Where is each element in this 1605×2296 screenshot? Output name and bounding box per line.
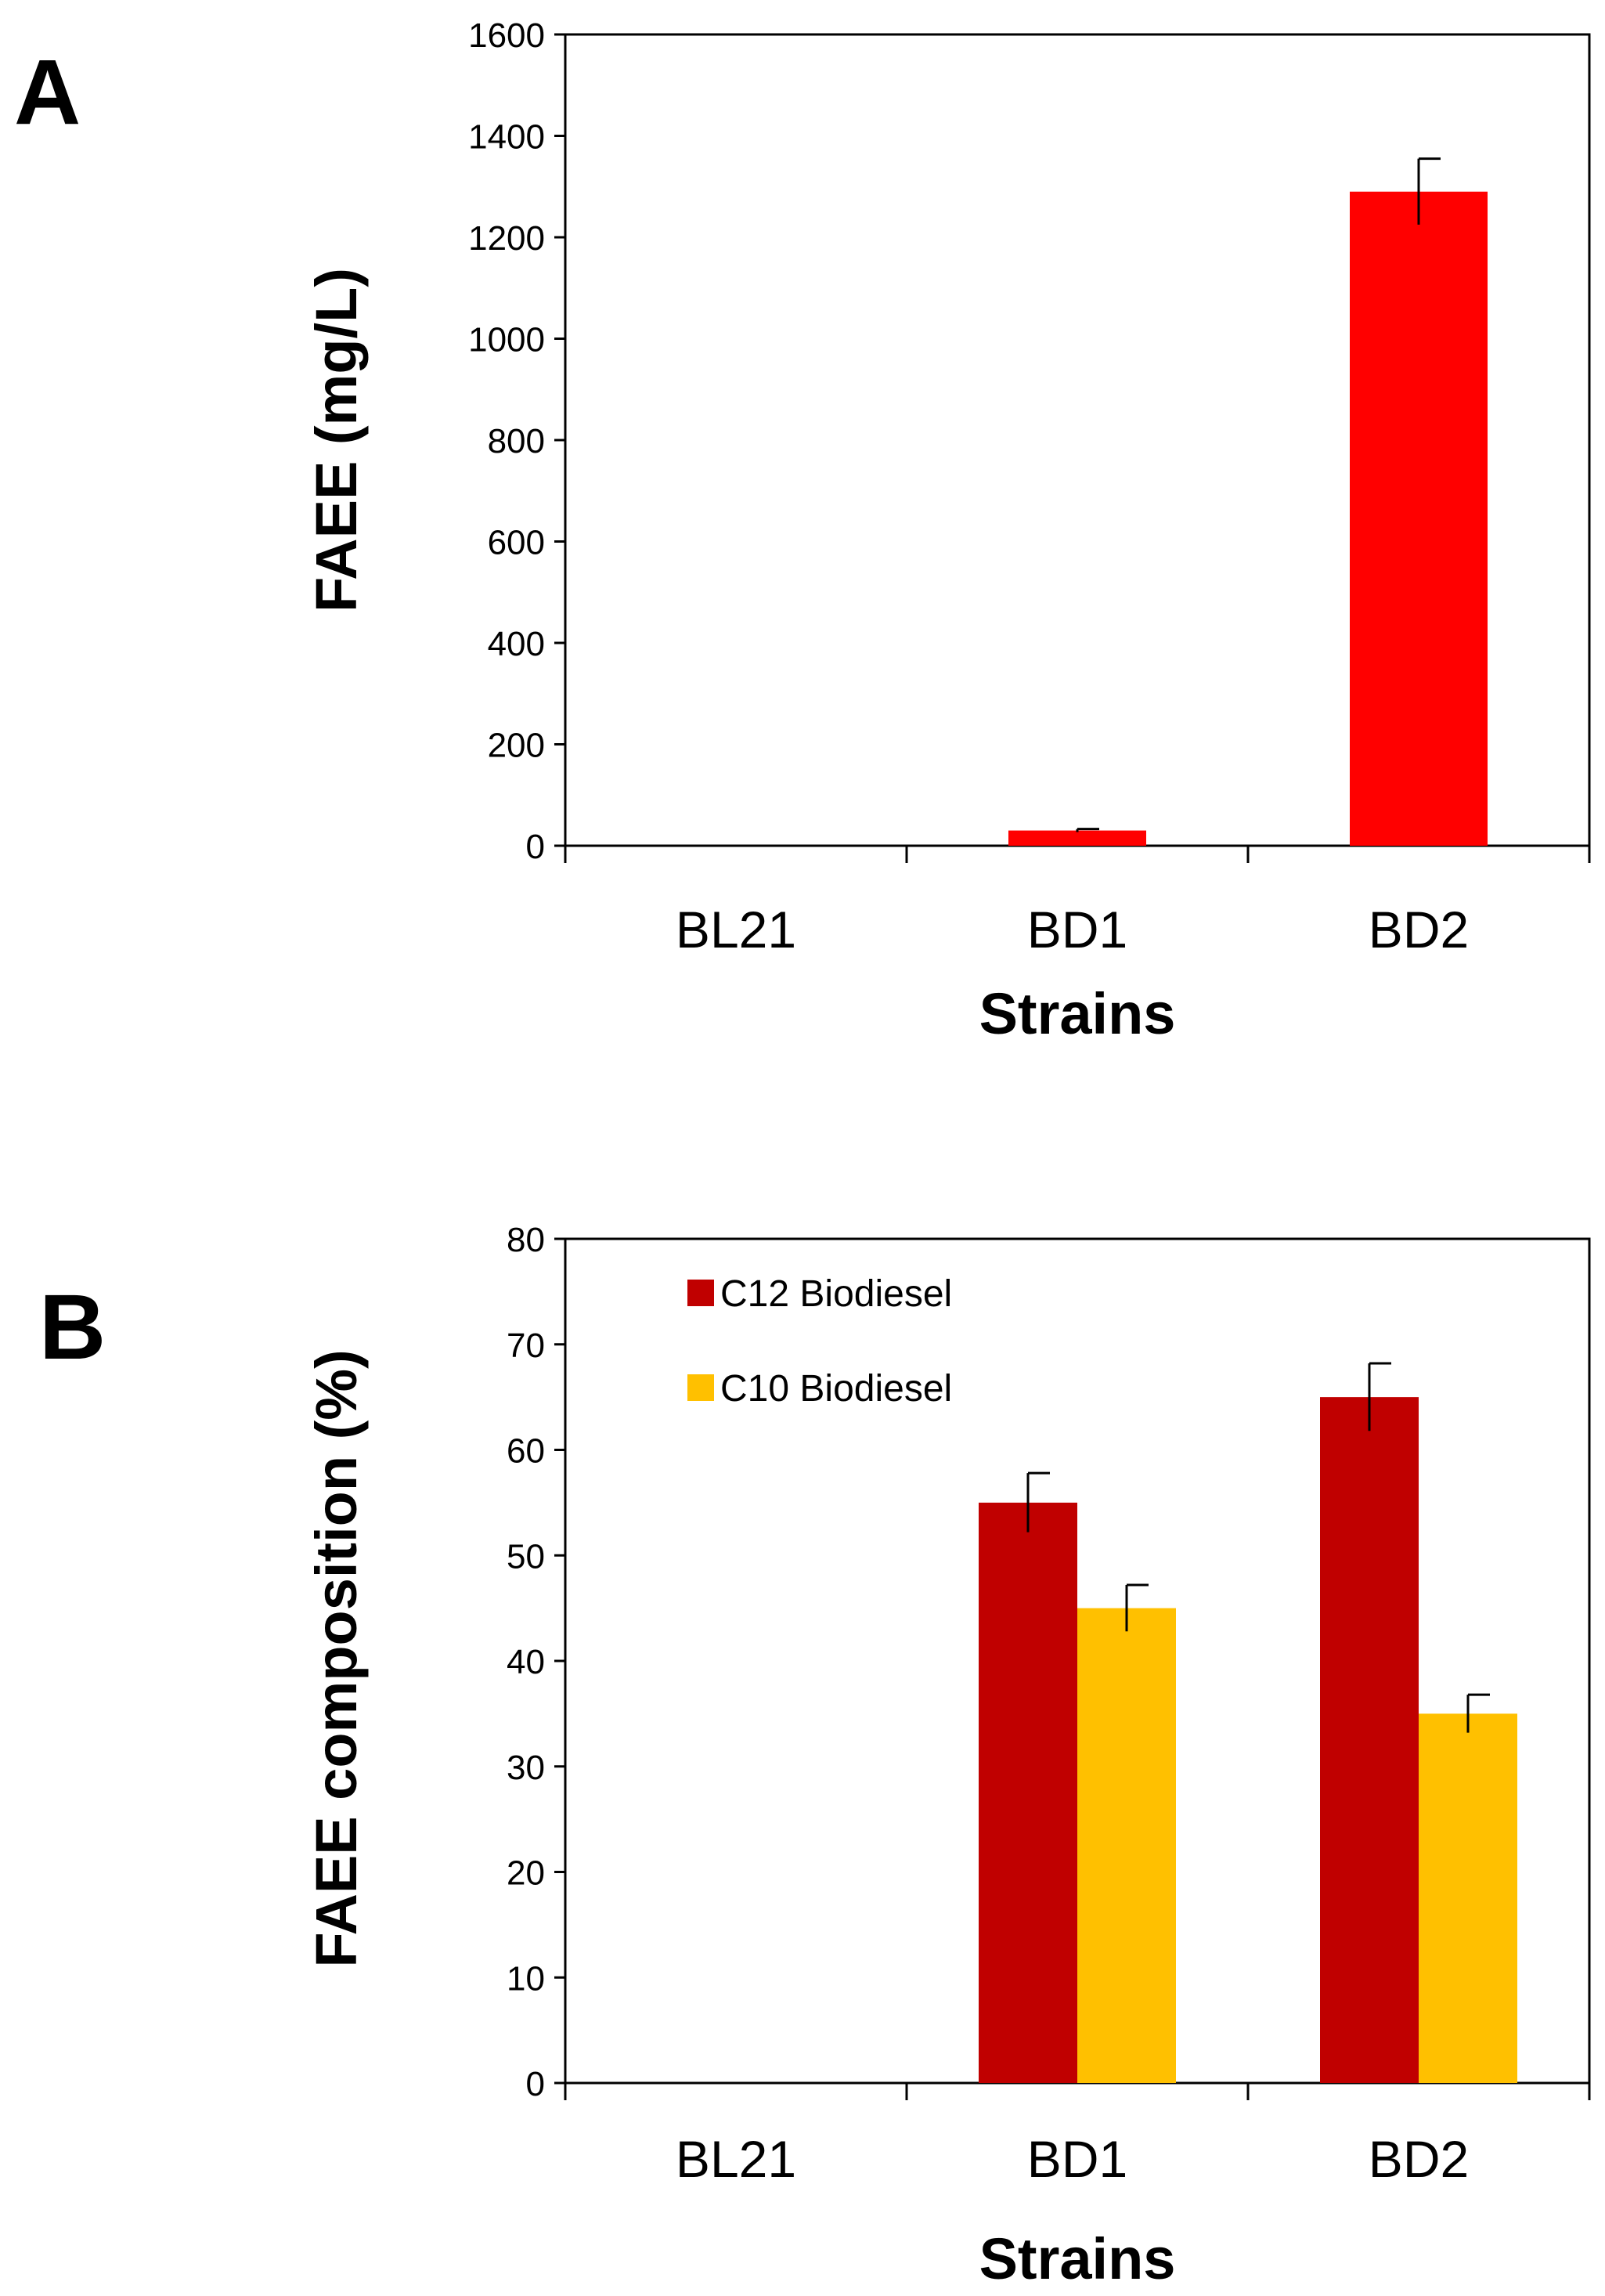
y-tick-label: 1600 bbox=[468, 16, 545, 55]
y-tick-label: 1400 bbox=[468, 118, 545, 157]
panel-b-bars bbox=[979, 1362, 1517, 2083]
bar-b-series0-bd2 bbox=[1320, 1397, 1419, 2083]
panel-b-legend: C12 Biodiesel C10 Biodiesel bbox=[687, 1273, 952, 1410]
legend-swatch-c10 bbox=[687, 1374, 714, 1401]
y-tick-label: 0 bbox=[526, 828, 545, 866]
panel-a-x-axis: BL21 BD1 BD2 bbox=[564, 846, 1591, 958]
y-tick-label: 60 bbox=[507, 1432, 545, 1471]
x-category-label: BD2 bbox=[1369, 901, 1469, 958]
panel-b: B 0 10 20 30 40 50 60 70 80 BL21 BD1 BD2 C12 Biodi… bbox=[39, 1221, 1591, 2291]
panel-b-x-axis: BL21 BD1 BD2 bbox=[564, 2083, 1591, 2188]
panel-b-y-axis: 0 10 20 30 40 50 60 70 80 bbox=[507, 1221, 565, 2103]
y-tick-label: 10 bbox=[507, 1959, 545, 1998]
x-category-label: BL21 bbox=[676, 2130, 796, 2188]
y-tick-label: 1000 bbox=[468, 321, 545, 359]
y-tick-label: 0 bbox=[526, 2065, 545, 2103]
y-tick-label: 1200 bbox=[468, 219, 545, 258]
y-tick-label: 400 bbox=[488, 625, 545, 663]
panel-b-y-axis-title: FAEE composition (%) bbox=[304, 1349, 369, 1967]
legend-label-c10: C10 Biodiesel bbox=[720, 1368, 952, 1410]
y-tick-label: 70 bbox=[507, 1327, 545, 1365]
y-tick-label: 20 bbox=[507, 1854, 545, 1893]
x-category-label: BL21 bbox=[676, 901, 796, 958]
panel-a-x-axis-title: Strains bbox=[979, 981, 1176, 1046]
y-tick-label: 800 bbox=[488, 422, 545, 460]
panel-a-letter: A bbox=[14, 41, 81, 144]
y-tick-label: 200 bbox=[488, 727, 545, 765]
legend-label-c12: C12 Biodiesel bbox=[720, 1273, 952, 1315]
panel-b-letter: B bbox=[39, 1276, 106, 1379]
bar-b-series1-bd1 bbox=[1077, 1608, 1176, 2083]
panel-a-y-axis-title: FAEE (mg/L) bbox=[304, 268, 369, 612]
legend-swatch-c12 bbox=[687, 1280, 714, 1306]
panel-a-bars bbox=[1008, 157, 1488, 847]
bar-a-series0-bd1 bbox=[1008, 830, 1146, 846]
bar-a-series0-bd2 bbox=[1350, 191, 1488, 847]
y-tick-label: 80 bbox=[507, 1221, 545, 1259]
panel-a-y-axis: 0 200 400 600 800 1000 1200 1400 1600 bbox=[468, 16, 565, 866]
y-tick-label: 30 bbox=[507, 1749, 545, 1787]
x-category-label: BD1 bbox=[1027, 901, 1127, 958]
x-category-label: BD2 bbox=[1369, 2130, 1469, 2188]
bar-b-series0-bd1 bbox=[979, 1502, 1077, 2083]
y-tick-label: 50 bbox=[507, 1537, 545, 1576]
bar-b-series1-bd2 bbox=[1419, 1713, 1517, 2083]
x-category-label: BD1 bbox=[1027, 2130, 1127, 2188]
y-tick-label: 40 bbox=[507, 1643, 545, 1681]
panel-b-x-axis-title: Strains bbox=[979, 2226, 1176, 2291]
y-tick-label: 600 bbox=[488, 524, 545, 562]
